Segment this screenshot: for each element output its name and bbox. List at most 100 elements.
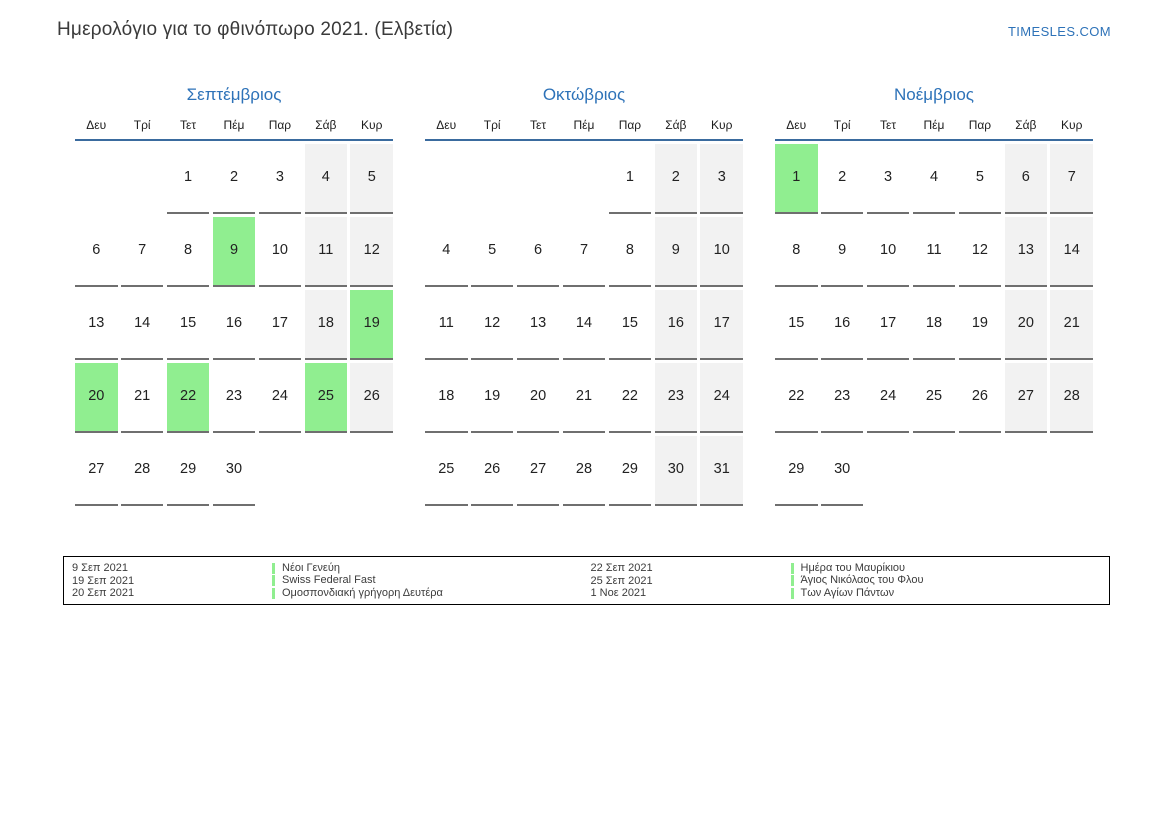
weekday-label: Σάβ [665, 118, 687, 132]
weekday-header-row: Δευ Τρί Τετ Πέμ Παρ Σάβ Κυρ [425, 118, 743, 141]
day-cell [425, 144, 468, 214]
day-cell: 6 [1004, 144, 1048, 214]
legend-date: 9 Σεπ 2021 [72, 562, 128, 574]
weekday-label: Τετ [180, 118, 197, 132]
day-cell: 6 [516, 217, 560, 287]
day-cell [471, 144, 514, 214]
day-cell: 30 [212, 436, 256, 506]
day-cell: 26 [350, 363, 393, 433]
legend-date: 22 Σεπ 2021 [590, 562, 653, 574]
day-cell: 22 [166, 363, 210, 433]
day-cell: 4 [912, 144, 956, 214]
day-number: 2 [838, 169, 847, 185]
day-cell: 17 [258, 290, 302, 360]
day-cell: 8 [608, 217, 652, 287]
day-number: 20 [530, 388, 547, 404]
day-cell: 18 [912, 290, 956, 360]
day-cell: 17 [700, 290, 743, 360]
day-number: 25 [925, 388, 943, 404]
day-cell: 23 [212, 363, 256, 433]
day-cell: 16 [820, 290, 864, 360]
weekday-label: Παρ [268, 118, 292, 132]
day-number: 19 [484, 388, 501, 404]
day-number: 14 [1063, 242, 1080, 258]
day-number: 10 [880, 242, 897, 258]
day-number: 12 [971, 242, 988, 258]
day-cell: 5 [350, 144, 393, 214]
day-cell: 16 [212, 290, 256, 360]
day-number: 3 [884, 169, 893, 185]
day-cell: 1 [166, 144, 210, 214]
day-number: 24 [713, 388, 730, 404]
weekday-label: Δευ [86, 118, 107, 132]
day-number: 18 [925, 315, 943, 331]
day-cell [305, 436, 348, 506]
weekday-header-row: Δευ Τρί Τετ Πέμ Παρ Σάβ Κυρ [75, 118, 393, 141]
weekday-label: Πέμ [923, 118, 945, 132]
day-cell: 28 [120, 436, 164, 506]
day-cell: 2 [820, 144, 864, 214]
day-cell: 2 [212, 144, 256, 214]
day-cell: 9 [820, 217, 864, 287]
day-number: 19 [971, 315, 988, 331]
day-cell: 7 [1050, 144, 1093, 214]
day-number: 16 [225, 315, 243, 331]
day-cell: 14 [120, 290, 164, 360]
day-cell: 13 [516, 290, 560, 360]
day-cell: 16 [654, 290, 698, 360]
day-cell: 28 [1050, 363, 1093, 433]
weekday-label: Τρί [483, 118, 501, 132]
month-title: Σεπτέμβριος [186, 85, 282, 104]
day-cell: 11 [304, 217, 348, 287]
day-number: 24 [271, 388, 288, 404]
day-cell: 18 [304, 290, 348, 360]
day-number: 11 [318, 242, 334, 258]
legend-date: 20 Σεπ 2021 [72, 587, 135, 599]
day-number: 14 [134, 315, 151, 331]
day-cell: 8 [775, 217, 818, 287]
day-cell: 15 [166, 290, 210, 360]
day-cell [75, 144, 118, 214]
day-cell: 10 [700, 217, 743, 287]
day-number: 29 [788, 461, 805, 477]
legend-holiday-name: Ημέρα του Μαυρίκιου [790, 562, 905, 574]
day-number: 2 [229, 169, 239, 185]
day-number: 27 [1017, 388, 1034, 404]
day-number: 30 [834, 461, 851, 477]
weekday-label: Τετ [530, 118, 547, 132]
site-link[interactable]: TIMESLES.COM [1007, 24, 1111, 39]
day-number: 7 [1067, 169, 1076, 185]
month-grid: 1 2 3 4 5 6 7 8 9 10 11 12 13 14 15 16 17 18 19 20 21 22 23 24 2… [775, 144, 1093, 506]
day-cell: 10 [866, 217, 910, 287]
day-cell: 24 [258, 363, 302, 433]
day-number: 10 [713, 242, 730, 258]
day-number: 26 [484, 461, 501, 477]
month-title: Νοέμβριος [894, 85, 974, 104]
weekday-label: Παρ [618, 118, 642, 132]
day-number: 16 [667, 315, 684, 331]
day-cell: 23 [820, 363, 864, 433]
day-cell: 20 [1004, 290, 1048, 360]
day-cell [867, 436, 910, 506]
day-number: 4 [929, 169, 939, 185]
day-number: 5 [975, 169, 984, 185]
legend-date: 25 Σεπ 2021 [590, 574, 653, 587]
legend-holiday-name: Swiss Federal Fast [272, 575, 376, 586]
day-cell: 7 [120, 217, 164, 287]
day-cell: 19 [958, 290, 1002, 360]
day-number: 27 [88, 461, 105, 477]
day-cell: 9 [212, 217, 256, 287]
day-number: 17 [713, 315, 730, 331]
day-number: 17 [880, 315, 897, 331]
day-cell: 9 [654, 217, 698, 287]
day-number: 13 [1017, 242, 1034, 258]
day-cell: 1 [608, 144, 652, 214]
day-number: 26 [363, 388, 380, 404]
day-cell: 14 [1050, 217, 1093, 287]
weekday-label: Δευ [436, 118, 457, 132]
day-cell: 26 [470, 436, 514, 506]
day-number: 6 [92, 242, 101, 258]
day-number: 15 [788, 315, 805, 331]
day-number: 11 [438, 315, 454, 331]
day-number: 8 [184, 242, 193, 258]
